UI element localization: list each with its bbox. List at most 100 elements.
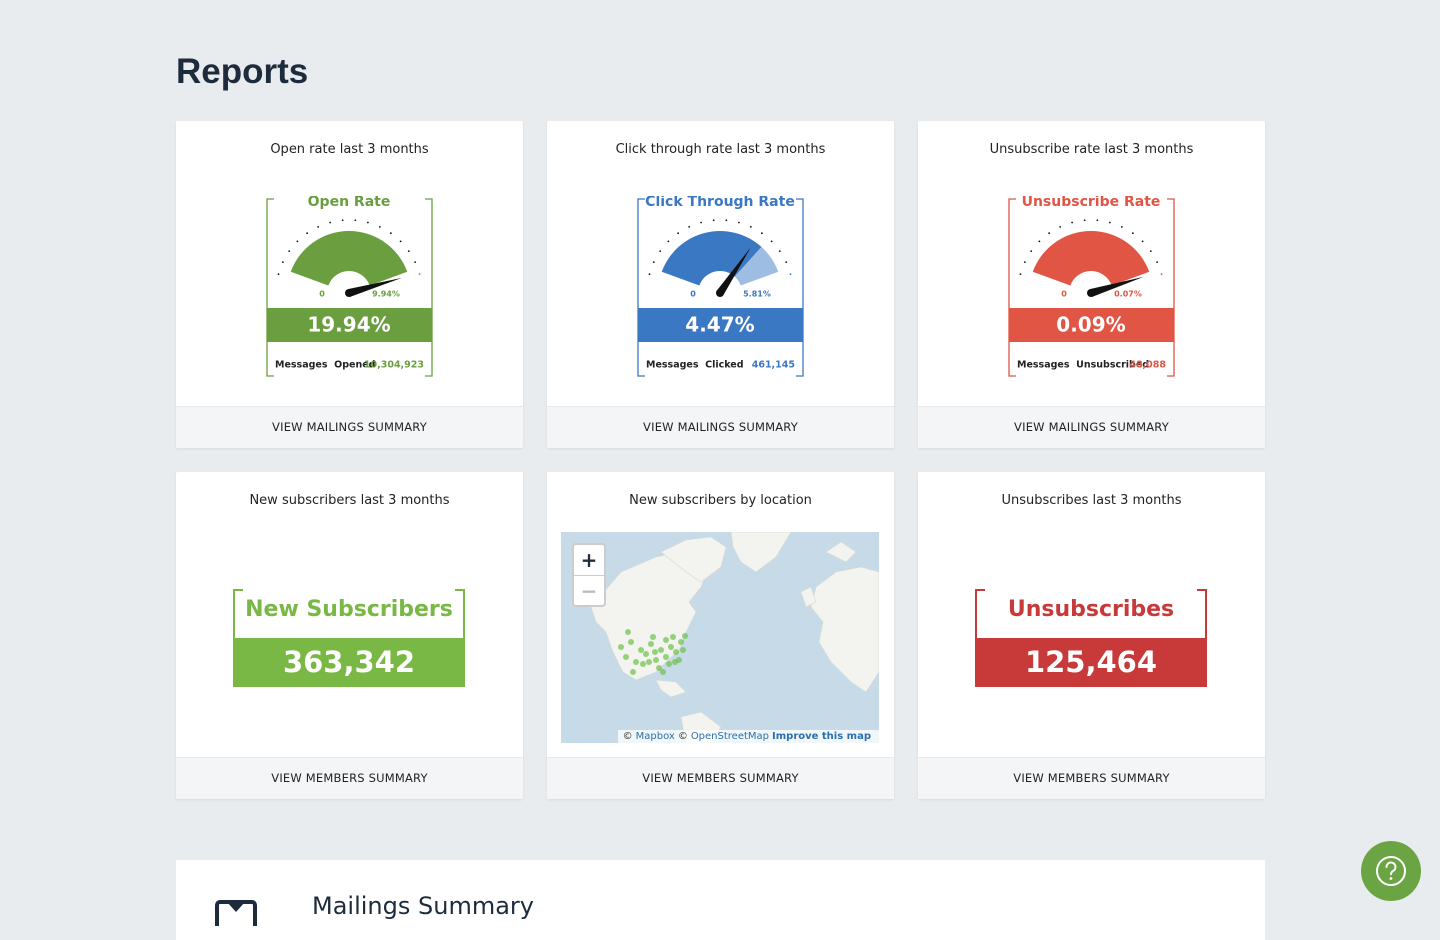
page: Reports Open rate last 3 months VIEW MAIL… [176, 52, 1422, 940]
gauge-tick [1019, 273, 1022, 276]
location-dot [670, 634, 676, 640]
value-bar [1009, 308, 1174, 342]
gauge-arc [1032, 231, 1150, 286]
gauge-tick [1030, 250, 1033, 253]
card-title: Unsubscribes last 3 months [1001, 493, 1182, 508]
zoom-in[interactable]: + [574, 545, 604, 576]
gauge-needle [1089, 276, 1144, 297]
gauge-arc-rest [734, 246, 779, 286]
gauge-tick [1059, 225, 1062, 228]
location-dot [663, 654, 669, 660]
unsubscribes-card: Unsubscribes last 3 months VIEW MEMBERS S… [918, 472, 1265, 799]
view-summary-link[interactable]: VIEW MAILINGS SUMMARY [176, 406, 523, 448]
land [655, 679, 687, 698]
attribution-part[interactable]: Mapbox [635, 731, 675, 742]
location-dot [618, 644, 624, 650]
stat-value: 10,304,923 [364, 360, 424, 371]
mailings-summary-card: Mailings Summary [176, 860, 1265, 940]
gauge-tick [1141, 240, 1144, 243]
attribution-part[interactable]: Improve this map [772, 731, 871, 742]
gauge-tick [399, 240, 402, 243]
view-summary-link[interactable]: VIEW MEMBERS SUMMARY [176, 757, 523, 799]
attribution-part: © [622, 731, 633, 742]
location-dot [650, 634, 656, 640]
card-title: Unsubscribe rate last 3 months [989, 142, 1194, 157]
gauge-max: 0.07% [1114, 290, 1142, 299]
gauge-tick [1083, 219, 1086, 222]
gauge-needle [716, 247, 751, 296]
gauge-tick [1131, 232, 1134, 235]
gauge-tick [652, 261, 655, 264]
gauge-tick [725, 219, 728, 222]
zoom-control: + − [572, 543, 606, 607]
gauge-tick [378, 225, 381, 228]
location-dot [658, 647, 664, 653]
gauge-card: Open rate last 3 months VIEW MAILINGS SUM… [176, 121, 523, 448]
bracket-right [455, 589, 465, 640]
gauge-tick [418, 273, 421, 276]
view-summary-link[interactable]: VIEW MAILINGS SUMMARY [547, 406, 894, 448]
gauge-tick [667, 240, 670, 243]
stat-value: 461,145 [752, 360, 795, 371]
land [730, 532, 792, 573]
gauge-tick [306, 232, 309, 235]
view-summary-link[interactable]: VIEW MAILINGS SUMMARY [918, 406, 1265, 448]
gauge-value: 19.94% [307, 313, 390, 337]
map[interactable]: + − © Mapbox © OpenStreetMap Improve this map [561, 532, 879, 743]
location-dot [648, 641, 654, 647]
gauge-tick [366, 221, 369, 224]
gauge-arc [290, 231, 408, 286]
location-dot [646, 659, 652, 665]
gauge-tick [1120, 225, 1123, 228]
gauge-tick [778, 250, 781, 253]
location-dot [623, 654, 629, 660]
gauge-tick [785, 261, 788, 264]
gauge-tick [329, 221, 332, 224]
map-attribution: © Mapbox © OpenStreetMap Improve this map [617, 730, 879, 743]
stat-label: Messages Unsubscribed [1017, 360, 1149, 371]
location-dot [682, 633, 688, 639]
stat-label: Messages Opened [275, 360, 375, 371]
location-dot [666, 661, 672, 667]
location-dot [672, 659, 678, 665]
land [660, 536, 727, 583]
gauge-tick [317, 225, 320, 228]
gauge-tick [277, 273, 280, 276]
gauge-tick [749, 225, 752, 228]
gauge-tick [1160, 273, 1163, 276]
card-title: New subscribers last 3 months [249, 493, 450, 508]
gauge-tick [1023, 261, 1026, 264]
value-bar [267, 308, 432, 342]
gauge-min: 0 [690, 290, 696, 299]
gauge-hub [716, 289, 724, 297]
gauge-value: 4.47% [685, 313, 754, 337]
gauge-tick [700, 221, 703, 224]
section-title: Mailings Summary [312, 892, 534, 920]
gauge-tick [1096, 219, 1099, 222]
gauge-min: 0 [319, 290, 325, 299]
help-button[interactable] [1360, 840, 1422, 902]
stat-value: 48,088 [1129, 360, 1166, 371]
new-subscribers-card: New subscribers last 3 months VIEW MEMBER… [176, 472, 523, 799]
location-dot [652, 649, 658, 655]
stat-value: 125,464 [975, 638, 1207, 687]
gauge-max: 5.81% [743, 290, 771, 299]
location-dot [668, 644, 674, 650]
view-summary-link[interactable]: VIEW MEMBERS SUMMARY [918, 757, 1265, 799]
location-dot [653, 657, 659, 663]
gauge-card: Click through rate last 3 months VIEW MAI… [547, 121, 894, 448]
bracket [637, 198, 804, 377]
stat-box: New Subscribers 363,342 [233, 589, 465, 687]
mailings-icon [215, 900, 257, 926]
stat-value: 363,342 [233, 638, 465, 687]
view-summary-link[interactable]: VIEW MEMBERS SUMMARY [547, 757, 894, 799]
location-dot [678, 639, 684, 645]
gauge-card: Unsubscribe rate last 3 months VIEW MAILI… [918, 121, 1265, 448]
location-dot [656, 665, 662, 671]
zoom-out[interactable]: − [580, 579, 598, 603]
gauge-tick [760, 232, 763, 235]
page-title: Reports [176, 52, 309, 91]
attribution-part[interactable]: OpenStreetMap [690, 731, 770, 742]
gauge-tick [341, 219, 344, 222]
gauge-tick [1149, 250, 1152, 253]
